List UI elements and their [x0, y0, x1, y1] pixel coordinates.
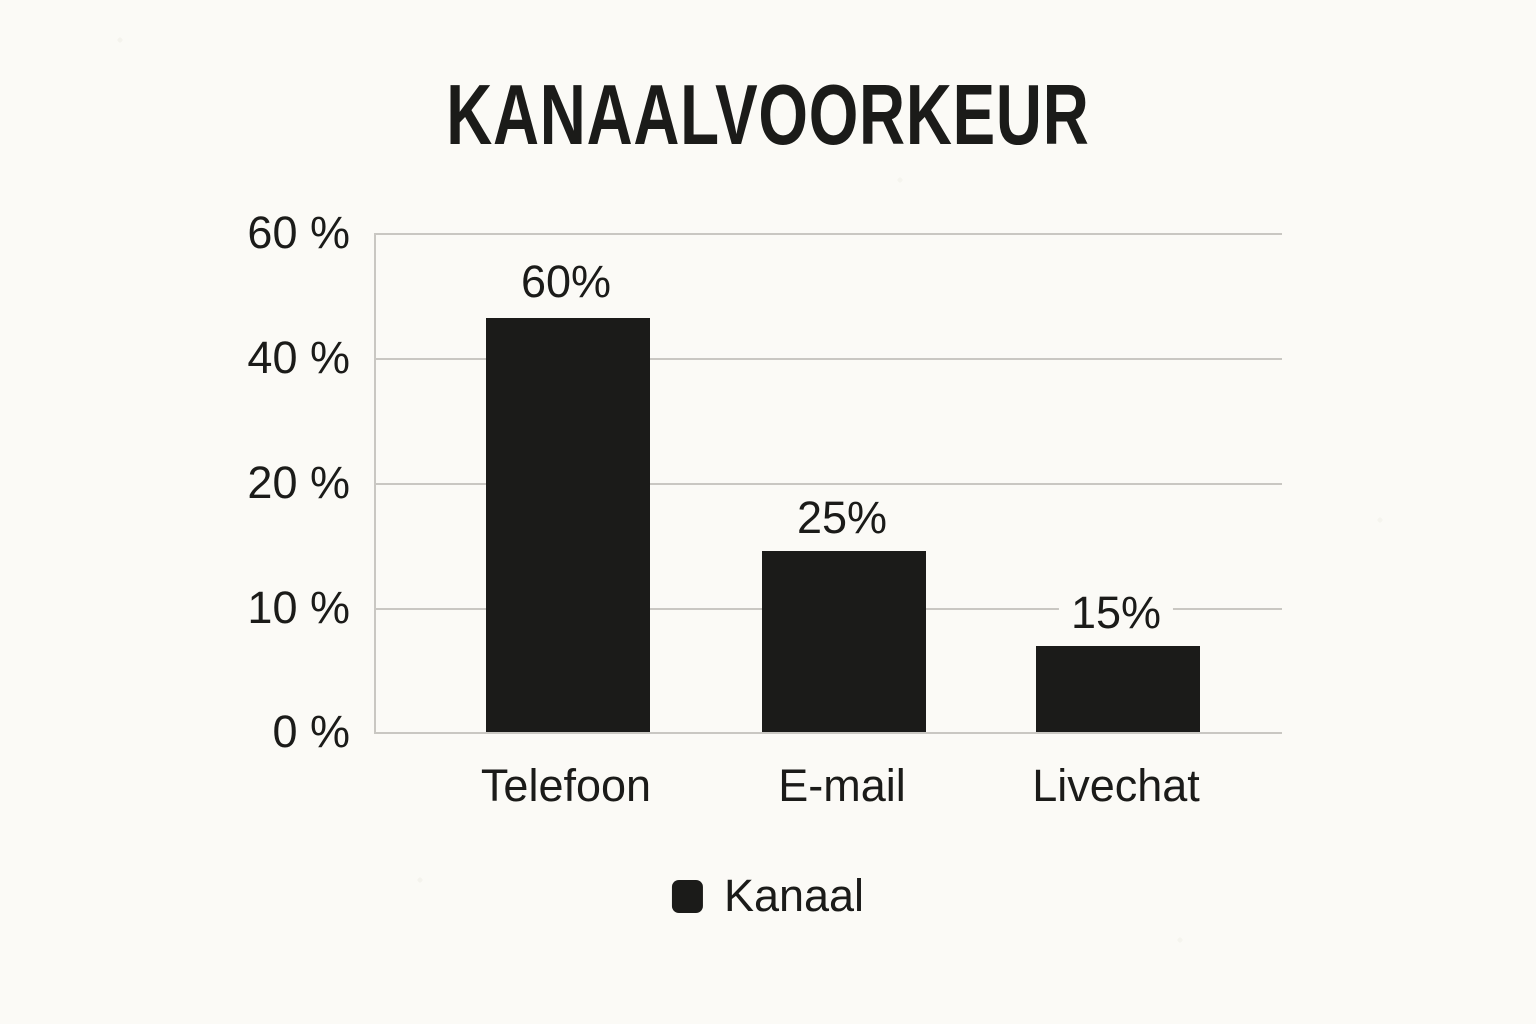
legend-swatch-icon	[671, 879, 703, 913]
y-tick-0: 0 %	[272, 706, 350, 757]
x-label-email: E-mail	[778, 760, 906, 811]
chart-title-text: KANAALVOORKEUR	[446, 68, 1090, 163]
value-label-email: 25%	[784, 495, 900, 540]
plot-area	[374, 233, 1282, 734]
value-label-livechat: 15%	[1058, 590, 1174, 635]
value-label-telefoon: 60%	[508, 259, 624, 304]
gridline-40	[376, 358, 1282, 360]
legend-label: Kanaal	[723, 870, 865, 921]
bar-telefoon	[486, 318, 650, 732]
y-tick-40: 40 %	[247, 332, 350, 383]
bar-livechat	[1036, 646, 1200, 732]
y-tick-20: 20 %	[247, 457, 350, 508]
gridline-20	[376, 483, 1282, 485]
y-tick-10: 10 %	[247, 582, 350, 633]
x-label-livechat: Livechat	[1032, 760, 1200, 811]
legend: Kanaal	[671, 870, 865, 921]
bar-email	[762, 551, 926, 732]
x-label-telefoon: Telefoon	[480, 760, 652, 811]
y-tick-60: 60 %	[247, 207, 350, 258]
chart-title: KANAALVOORKEUR	[0, 70, 1536, 162]
gridline-60	[376, 233, 1282, 235]
